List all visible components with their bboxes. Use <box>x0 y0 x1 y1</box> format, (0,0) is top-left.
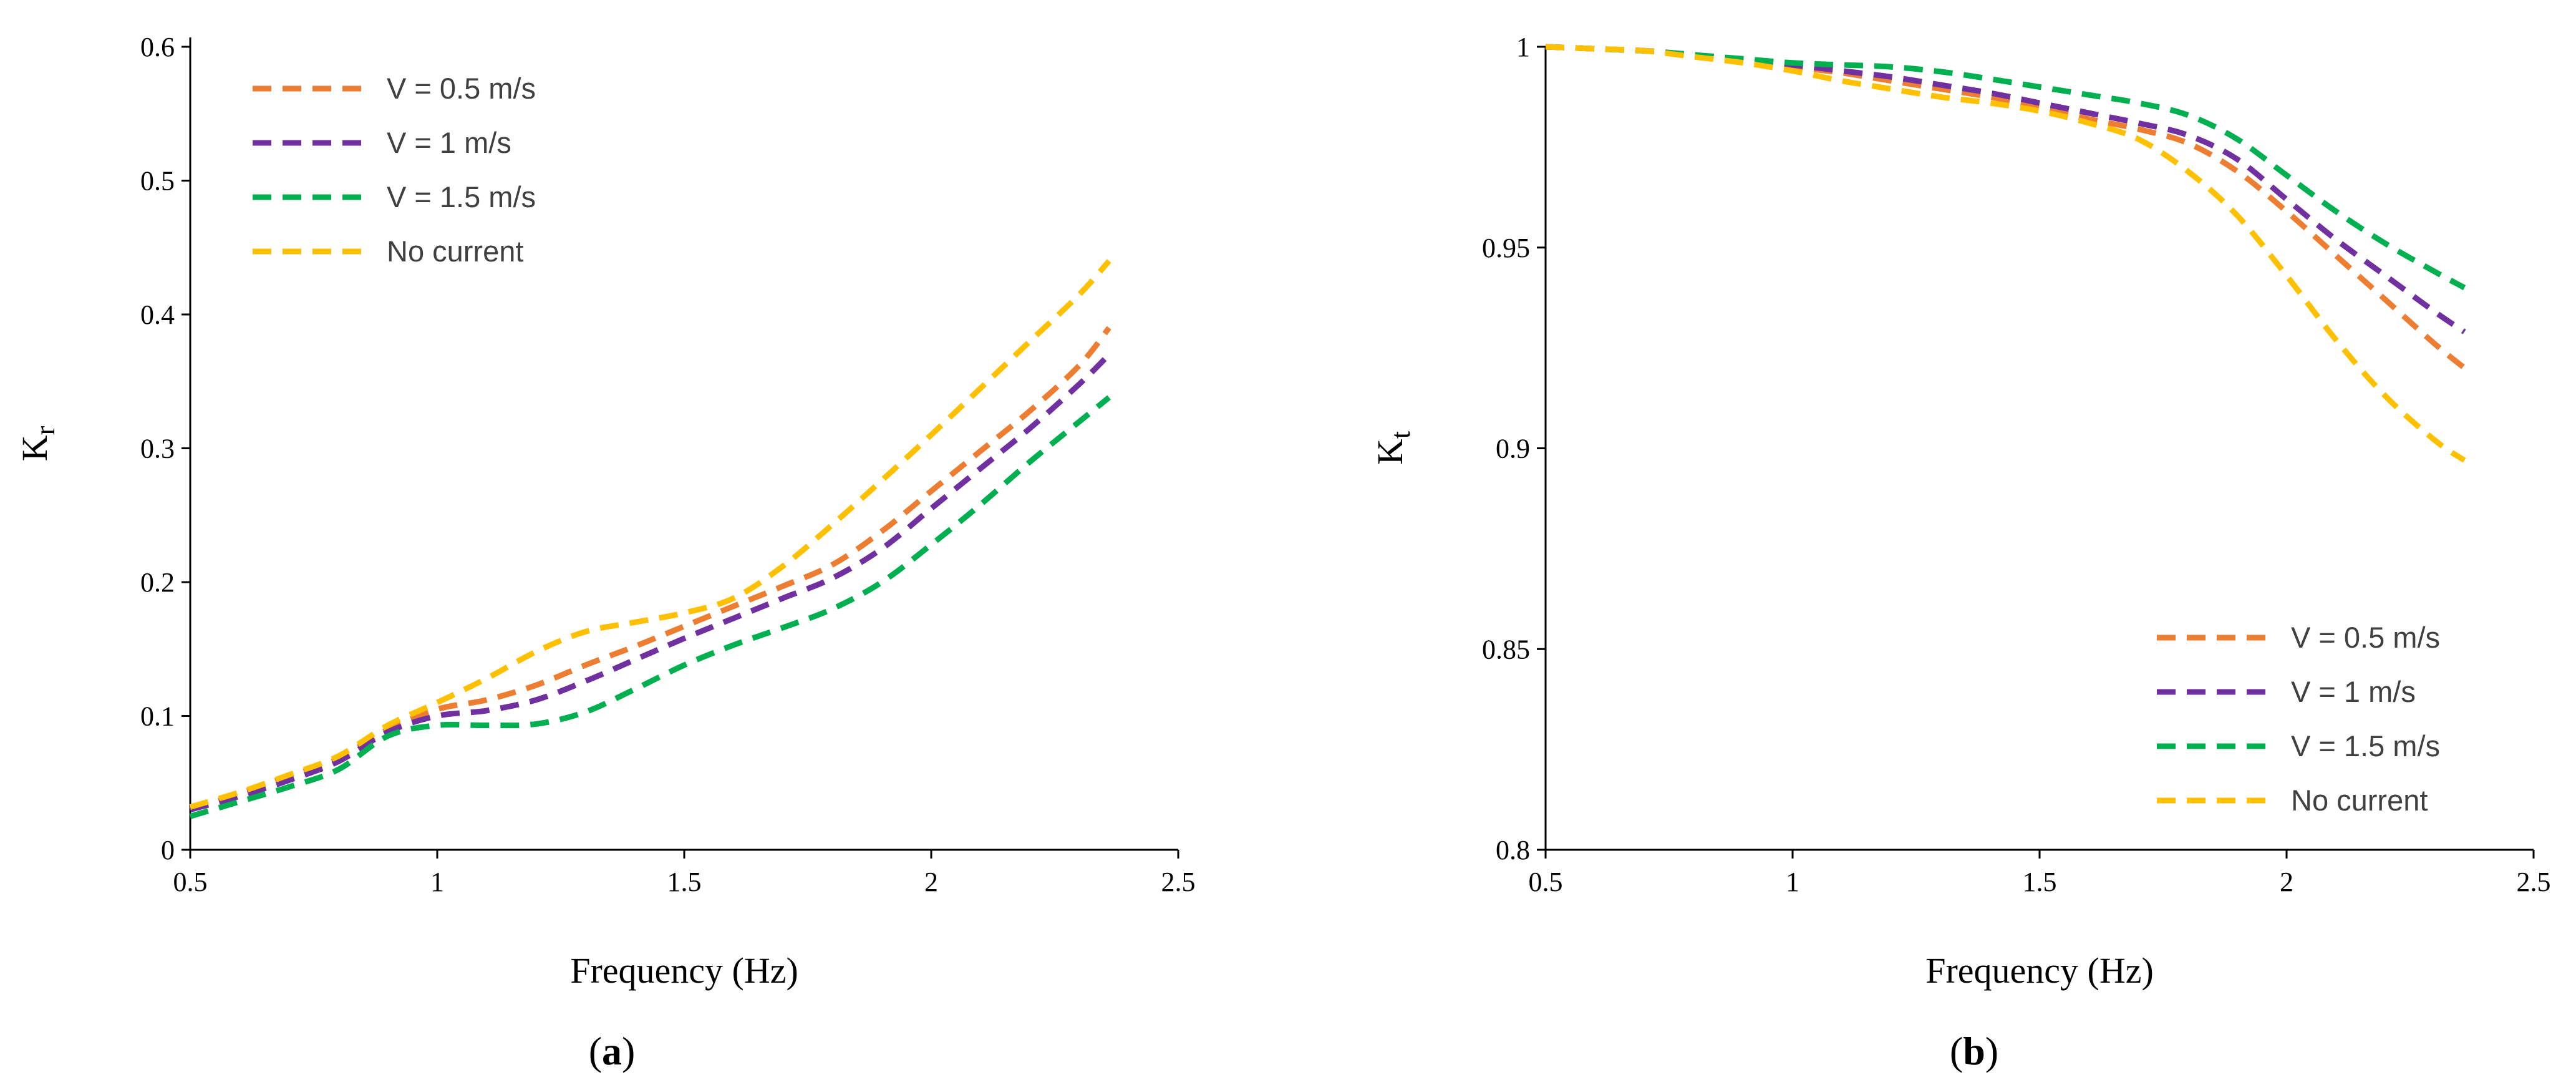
panel-a-series-line-1 <box>189 353 1111 813</box>
panel-a-series-line-3 <box>189 259 1111 810</box>
panel-b-y-tick-label: 0.9 <box>1496 434 1530 464</box>
panel-a-series-line-0 <box>189 326 1111 812</box>
panel-a-legend-label: No current <box>387 235 523 268</box>
panel-b-caption: (b) <box>1950 1029 1998 1073</box>
panel-a-x-tick-label: 1.5 <box>667 867 702 897</box>
panel-b-x-tick-label: 0.5 <box>1529 867 1563 897</box>
panel-b-x-tick-label: 2.5 <box>2517 867 2551 897</box>
panel-a-legend-label: V = 0.5 m/s <box>387 72 536 105</box>
panel-b-legend: V = 0.5 m/s V = 1 m/s V = 1.5 m/s No curren… <box>2157 621 2440 817</box>
panel-a-x-tick-label: 1 <box>430 867 444 897</box>
panel-a-caption-letter: a <box>602 1029 622 1073</box>
panel-a-y-tick-label: 0.6 <box>140 32 175 62</box>
panel-b-y-tick-label: 0.85 <box>1482 634 1530 664</box>
panel-a-series-line-2 <box>189 395 1111 819</box>
panel-a-y-tick-label: 0.2 <box>140 567 175 598</box>
panel-a-y-ticks: 0 0.1 0.2 0.3 0.4 0.5 0.6 <box>140 32 190 865</box>
panel-b-x-tick-label: 2 <box>2280 867 2293 897</box>
panel-a-legend-label: V = 1.5 m/s <box>387 180 536 213</box>
panel-a-x-tick-label: 0.5 <box>173 867 208 897</box>
panel-b-x-axis-title: Frequency (Hz) <box>1925 950 2154 991</box>
panel-a-caption: (a) <box>589 1029 636 1073</box>
panel-a-y-axis-title-sub: r <box>30 426 61 435</box>
panel-b-x-ticks: 0.5 1 1.5 2 2.5 <box>1529 850 2551 897</box>
panel-b-series-line-3 <box>1545 44 2466 463</box>
panel-b-y-axis-title-sub: t <box>1385 431 1416 439</box>
panel-b-legend-label: V = 1 m/s <box>2291 675 2416 708</box>
panel-b-x-tick-label: 1 <box>1786 867 1799 897</box>
panel-a-y-axis-title-main: K <box>14 435 55 461</box>
panel-a-y-tick-label: 0.3 <box>140 434 175 464</box>
panel-a-y-tick-label: 0 <box>161 835 175 865</box>
panel-a-x-axis-title: Frequency (Hz) <box>570 950 798 991</box>
panel-b-caption-letter: b <box>1963 1029 1985 1073</box>
panel-b-y-tick-label: 0.8 <box>1496 835 1530 865</box>
panel-b-y-tick-label: 1 <box>1516 32 1530 62</box>
panel-b-series-line-1 <box>1545 44 2466 334</box>
panel-a-y-tick-label: 0.5 <box>140 166 175 197</box>
panel-a-x-ticks: 0.5 1 1.5 2 2.5 <box>173 850 1196 897</box>
panel-b-y-tick-label: 0.95 <box>1482 233 1530 263</box>
panel-b-legend-label: No current <box>2291 784 2428 817</box>
panel-a-x-tick-label: 2.5 <box>1161 867 1196 897</box>
panel-b-legend-label: V = 0.5 m/s <box>2291 621 2440 654</box>
panel-a-y-tick-label: 0.1 <box>140 701 175 732</box>
panel-a-y-axis-title: Kr <box>14 426 61 461</box>
panel-a-lines <box>189 259 1111 819</box>
panel-b-lines <box>1545 44 2466 463</box>
panel-b-series-line-2 <box>1545 44 2466 291</box>
panel-b-y-axis-title-main: K <box>1370 439 1410 465</box>
panel-a: 0.5 1 1.5 2 2.5 0 0.1 0.2 0.3 0.4 0.5 0.6 V = 0.5 … <box>14 32 1196 1073</box>
panel-a-legend-label: V = 1 m/s <box>387 126 511 159</box>
panel-b: 0.5 1 1.5 2 2.5 0.80.850.90.951 V = 0.5 m/sV… <box>1370 32 2551 1073</box>
panel-b-y-ticks: 0.8 0.85 0.9 0.95 1 <box>1482 32 1546 865</box>
panel-b-y-axis-title: Kt <box>1370 431 1416 465</box>
panel-a-x-tick-label: 2 <box>924 867 938 897</box>
panel-a-y-tick-label: 0.4 <box>140 299 175 330</box>
panel-b-x-tick-label: 1.5 <box>2023 867 2057 897</box>
panel-b-legend-label: V = 1.5 m/s <box>2291 729 2440 762</box>
panel-a-legend: V = 0.5 m/s V = 1 m/s V = 1.5 m/s No curren… <box>253 72 536 268</box>
